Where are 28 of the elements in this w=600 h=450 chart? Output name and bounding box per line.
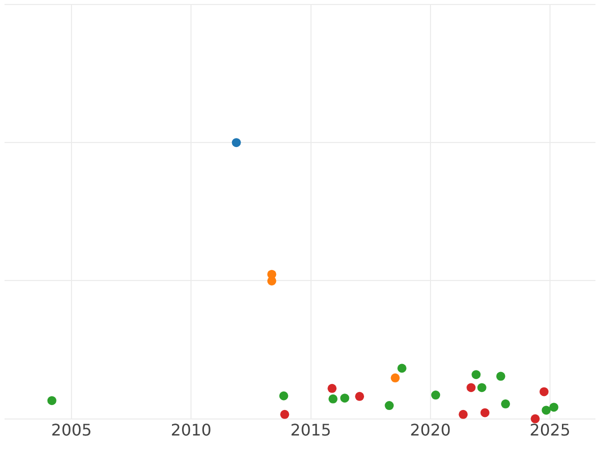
point: [397, 364, 406, 373]
point: [47, 396, 56, 406]
point: [480, 408, 490, 418]
x-tick-label: 2020: [410, 420, 451, 440]
point: [540, 387, 549, 396]
point: [466, 383, 476, 392]
point: [328, 394, 338, 404]
point: [340, 394, 350, 403]
point: [472, 370, 481, 380]
x-tick-label: 2025: [530, 420, 570, 440]
point: [328, 384, 337, 393]
point: [496, 372, 506, 381]
point: [355, 392, 364, 401]
point: [279, 391, 288, 400]
point: [431, 390, 440, 400]
point: [549, 402, 558, 412]
x-tick-label: 2010: [170, 420, 212, 440]
point: [477, 383, 486, 392]
point: [542, 406, 551, 415]
point: [232, 138, 241, 148]
x-tick-label: 2015: [290, 420, 332, 440]
point: [384, 401, 394, 410]
x-tick-label: 2005: [51, 420, 92, 440]
point: [501, 399, 510, 408]
point: [530, 414, 540, 424]
point: [458, 410, 468, 419]
point: [390, 373, 400, 382]
point: [280, 410, 290, 419]
